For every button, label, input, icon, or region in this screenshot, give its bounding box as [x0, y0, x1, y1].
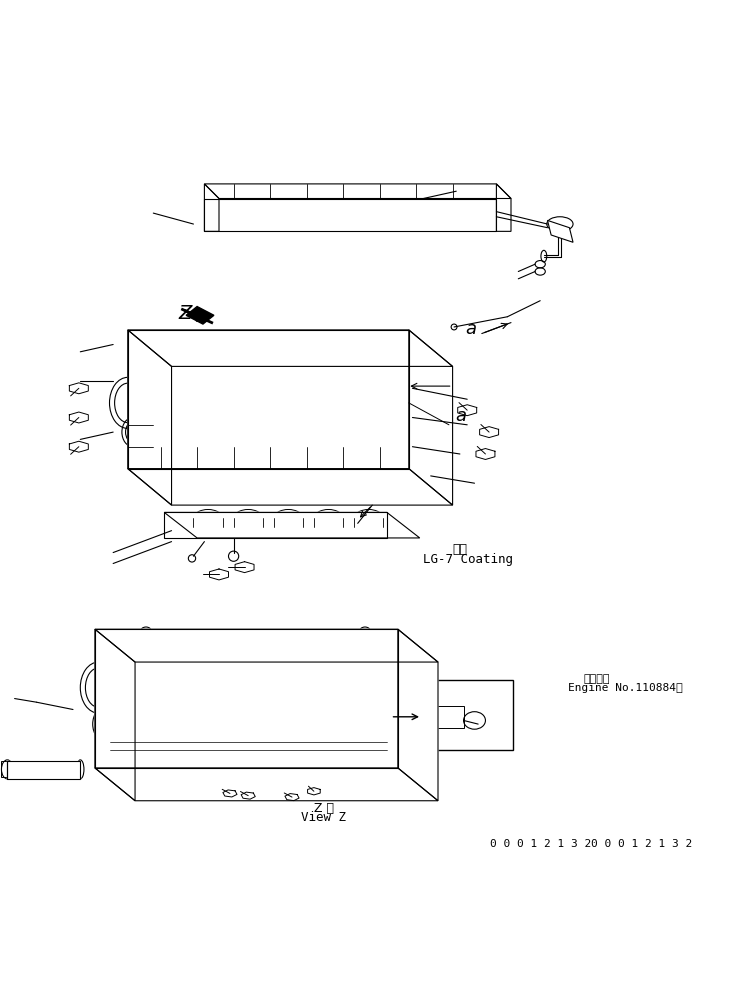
Text: Z 視: Z 視 — [314, 801, 334, 814]
Text: 塗布: 塗布 — [453, 542, 468, 555]
Polygon shape — [204, 183, 219, 232]
Bar — [210, 195, 228, 204]
Polygon shape — [128, 330, 172, 505]
Polygon shape — [95, 629, 398, 768]
Polygon shape — [95, 629, 135, 800]
Polygon shape — [95, 768, 438, 800]
Polygon shape — [409, 330, 453, 505]
Bar — [434, 706, 464, 728]
Polygon shape — [95, 629, 438, 662]
Polygon shape — [128, 330, 453, 366]
Polygon shape — [496, 183, 511, 232]
Text: a: a — [455, 407, 466, 425]
Bar — [447, 195, 466, 204]
Text: 0 0 0 1 2 1 3 2: 0 0 0 1 2 1 3 2 — [490, 839, 591, 849]
Polygon shape — [164, 512, 420, 538]
Polygon shape — [398, 629, 438, 800]
Bar — [422, 680, 513, 749]
Text: Z: Z — [179, 304, 192, 323]
Text: 0 0 0 1 2 1 3 2: 0 0 0 1 2 1 3 2 — [591, 839, 693, 849]
Text: a: a — [466, 320, 477, 337]
Polygon shape — [548, 221, 573, 242]
Bar — [1, 760, 13, 777]
Text: View Z: View Z — [301, 811, 347, 824]
Polygon shape — [186, 306, 214, 324]
Text: LG-7 Coating: LG-7 Coating — [423, 553, 513, 566]
Polygon shape — [128, 330, 409, 469]
Polygon shape — [204, 183, 511, 198]
Polygon shape — [7, 760, 80, 779]
Text: Engine No.110884～: Engine No.110884～ — [568, 683, 683, 694]
Polygon shape — [128, 469, 453, 505]
Polygon shape — [204, 198, 496, 232]
Text: 適用号機: 適用号機 — [584, 674, 610, 684]
Polygon shape — [164, 512, 387, 538]
